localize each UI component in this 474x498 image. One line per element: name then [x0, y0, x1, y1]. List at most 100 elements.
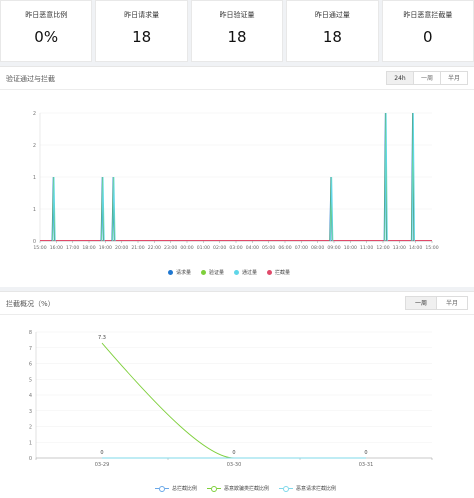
- x-tick-label: 03-31: [359, 462, 374, 468]
- y-tick-label: 7: [29, 346, 32, 352]
- x-tick-label: 15:00: [425, 245, 438, 251]
- x-tick-label: 23:00: [164, 245, 177, 251]
- spike-通过量: [330, 176, 334, 242]
- series-line-恶意欺骗类拦截比例: [101, 342, 366, 459]
- chart-legend: 总拦截比例 恶意欺骗类拦截比例 恶意请求拦截比例: [155, 485, 336, 492]
- x-tick-label: 19:00: [99, 245, 112, 251]
- x-tick-label: 04:00: [246, 245, 259, 251]
- legend-item[interactable]: 总拦截比例: [155, 485, 197, 492]
- y-tick-label: 5: [29, 377, 32, 383]
- x-tick-label: 22:00: [148, 245, 161, 251]
- legend-item[interactable]: 恶意欺骗类拦截比例: [207, 485, 269, 492]
- spike-通过量: [112, 176, 116, 242]
- tab-一周[interactable]: 一周: [405, 296, 437, 310]
- y-tick-label: 0: [33, 239, 36, 245]
- x-tick-label: 15:00: [33, 245, 46, 251]
- y-tick-label: 2: [29, 425, 32, 431]
- x-tick-label: 00:00: [180, 245, 193, 251]
- stat-value: 18: [132, 28, 152, 46]
- x-tick-label: 10:00: [344, 245, 357, 251]
- stat-label: 昨日请求量: [124, 11, 160, 19]
- x-tick-label: 02:00: [213, 245, 226, 251]
- stat-card: 昨日恶意比例 0%: [0, 0, 93, 62]
- y-tick-label: 3: [29, 409, 32, 415]
- intercept-panel: 拦截概况（%） 一周 半月 0 1 2 3 4 5 6 7 8 03-29 03-30 03-31 7.3…: [0, 291, 474, 498]
- spike-通过量: [101, 176, 105, 242]
- tab-半月[interactable]: 半月: [440, 71, 468, 85]
- range-tabs: 24h 一周 半月: [386, 71, 468, 85]
- x-tick-label: 03-30: [227, 462, 242, 468]
- stat-label: 昨日恶意拦截量: [403, 11, 453, 19]
- legend-swatch: [207, 485, 222, 492]
- x-tick-label: 13:00: [393, 245, 406, 251]
- x-tick-label: 08:00: [311, 245, 324, 251]
- range-tabs: 一周 半月: [405, 296, 468, 310]
- y-tick-label: 8: [29, 330, 32, 336]
- stat-value: 18: [322, 28, 342, 46]
- stat-value: 18: [227, 28, 247, 46]
- stat-value: 0%: [34, 28, 59, 46]
- x-tick-label: 06:00: [278, 245, 291, 251]
- legend-label: 验证量: [209, 270, 225, 276]
- chart-legend: 请求量 验证量 通过量 拦截量: [168, 269, 290, 276]
- stat-card: 昨日验证量 18: [190, 0, 284, 62]
- legend-label: 恶意欺骗类拦截比例: [224, 486, 270, 492]
- spike-通过量: [52, 176, 56, 242]
- x-tick-label: 17:00: [66, 245, 79, 251]
- tab-一周[interactable]: 一周: [413, 71, 441, 85]
- legend-item[interactable]: 通过量: [234, 269, 257, 276]
- x-tick-label: 03:00: [229, 245, 242, 251]
- legend-swatch: [279, 485, 294, 492]
- stat-label: 昨日通过量: [314, 11, 350, 19]
- verification-chart: 0 1 1 2 2 15:00 16:00 17:00 18:00 19:00 20:00 21:00…: [33, 111, 439, 251]
- x-tick-label: 21:00: [131, 245, 144, 251]
- stat-card: 昨日通过量 18: [286, 0, 379, 62]
- legend-item[interactable]: 验证量: [201, 269, 224, 276]
- data-label: 0: [100, 450, 103, 456]
- x-tick-label: 03-29: [95, 462, 110, 468]
- y-tick-label: 4: [29, 393, 32, 399]
- stat-label: 昨日验证量: [219, 11, 255, 19]
- x-tick-label: 07:00: [295, 245, 308, 251]
- y-tick-label: 1: [33, 175, 36, 181]
- tab-24h[interactable]: 24h: [386, 71, 414, 85]
- stat-card: 昨日恶意拦截量 0: [381, 0, 474, 62]
- panel-title: 验证通过与拦截: [6, 75, 55, 83]
- y-tick-label: 0: [29, 456, 32, 462]
- legend-swatch: [234, 270, 240, 275]
- x-tick-label: 20:00: [115, 245, 128, 251]
- legend-item[interactable]: 拦截量: [267, 269, 290, 276]
- divider: [0, 314, 474, 315]
- legend-item[interactable]: 恶意请求拦截比例: [279, 485, 336, 492]
- x-tick-label: 12:00: [376, 245, 389, 251]
- x-tick-label: 05:00: [262, 245, 275, 251]
- y-tick-label: 1: [29, 440, 32, 446]
- legend-label: 通过量: [242, 270, 258, 276]
- verification-panel: 验证通过与拦截 24h 一周 半月 0 1 1 2 2 15:00 16:00 17:00 18:0…: [0, 66, 474, 287]
- legend-label: 拦截量: [275, 270, 291, 276]
- x-tick-label: 18:00: [82, 245, 95, 251]
- data-label: 0: [364, 450, 367, 456]
- y-tick-label: 2: [33, 111, 36, 117]
- data-label: 7.3: [98, 335, 106, 341]
- stat-value: 0: [423, 28, 433, 46]
- y-tick-label: 2: [33, 143, 36, 149]
- divider: [0, 89, 474, 90]
- legend-label: 恶意请求拦截比例: [296, 486, 337, 492]
- legend-label: 请求量: [176, 270, 192, 276]
- legend-swatch: [155, 485, 169, 492]
- spike-通过量: [384, 112, 388, 242]
- stat-label: 昨日恶意比例: [25, 11, 68, 19]
- intercept-chart: 0 1 2 3 4 5 6 7 8 03-29 03-30 03-31 7.3 0 0 0: [29, 330, 433, 468]
- stat-card: 昨日请求量 18: [95, 0, 188, 62]
- legend-swatch: [168, 270, 173, 275]
- legend-item[interactable]: 请求量: [168, 269, 191, 276]
- x-tick-label: 01:00: [197, 245, 210, 251]
- legend-swatch: [267, 270, 273, 275]
- data-label: 0: [232, 450, 235, 456]
- tab-半月[interactable]: 半月: [436, 296, 468, 310]
- x-tick-label: 14:00: [409, 245, 422, 251]
- y-tick-label: 6: [29, 362, 32, 368]
- stats-row: 昨日恶意比例 0% 昨日请求量 18 昨日验证量 18 昨日通过量 18 昨日恶意拦截量 0: [0, 0, 474, 62]
- legend-label: 总拦截比例: [172, 486, 198, 492]
